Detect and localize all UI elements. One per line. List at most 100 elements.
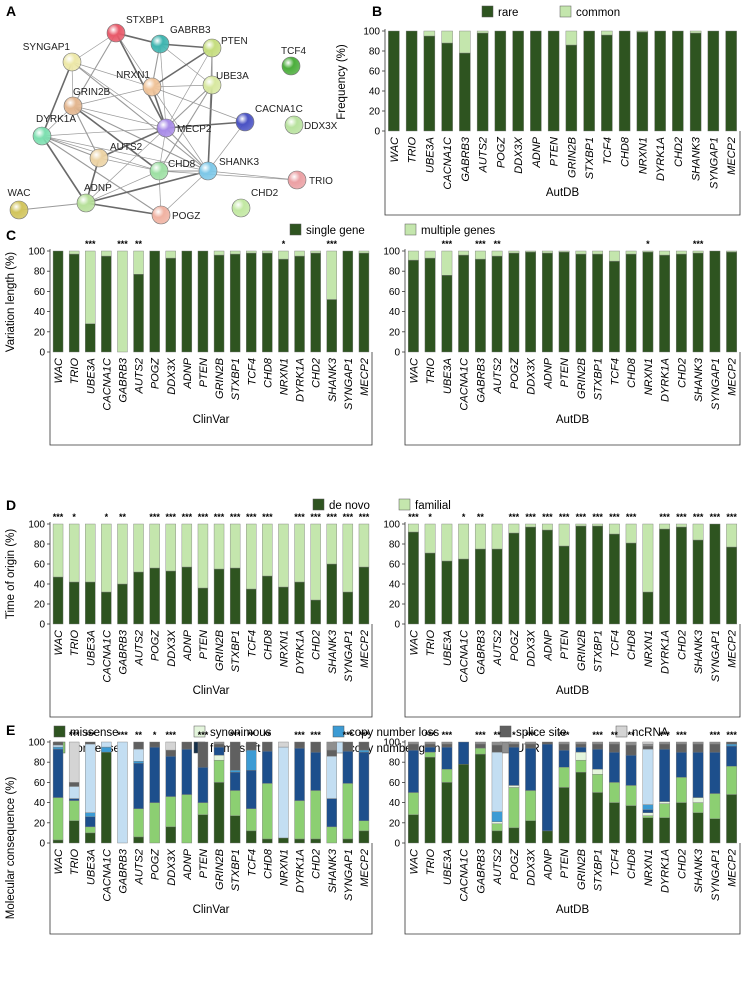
category-label-stxbp1: STXBP1 [584, 137, 596, 179]
bar-syngap1-single-gene [709, 250, 721, 353]
bar-tcf4-UTR [608, 741, 620, 745]
bar-ddx3x-frameshift [525, 747, 537, 791]
bar-shank3-multiple-genes [326, 250, 337, 300]
bar-dyrk1a-missense [294, 838, 305, 844]
bar-dyrk1a-synonimous [659, 801, 671, 804]
category-label-auts2: AUTS2 [492, 358, 504, 394]
network-edge [41, 135, 162, 216]
category-label-syngap1: SYNGAP1 [343, 358, 355, 410]
y-tick-label: 80 [389, 540, 401, 551]
group-bracket [384, 131, 741, 216]
bar-chd2-single-gene [675, 253, 687, 353]
group-bracket [49, 624, 373, 718]
y-tick-label: 20 [34, 600, 46, 611]
bar-gabrb3-multiple-genes [474, 250, 486, 260]
bar-chd8-splice-site [262, 741, 273, 752]
category-label-chd8: CHD8 [626, 848, 638, 879]
network-edge [18, 202, 87, 211]
bar-chd8-nonsense [625, 785, 637, 806]
bar-grin2b-common [565, 30, 578, 46]
group-label-autdb: AutDB [556, 685, 590, 697]
category-label-tcf4: TCF4 [609, 849, 621, 877]
bar-dyrk1a-de-novo [294, 581, 305, 625]
category-label-ddx3x: DDX3X [526, 848, 538, 885]
bar-shank3-familial [326, 523, 337, 565]
y-tick-label: 80 [369, 47, 381, 58]
bar-mecp2-splice-site [358, 741, 370, 751]
bar-pogz-familial [149, 523, 160, 569]
category-label-chd2: CHD2 [311, 630, 323, 660]
bar-nrxn1-single-gene [278, 258, 289, 353]
bar-chd8-missense [625, 805, 637, 844]
significance-chd8: *** [626, 512, 637, 522]
bar-pogz-frameshift [508, 746, 520, 786]
significance-pogz: * [153, 730, 157, 740]
node-chd2 [231, 198, 251, 218]
bar-chd8-frameshift [262, 750, 273, 784]
bar-pten-nonsense [197, 802, 209, 815]
significance-pogz: *** [509, 512, 520, 522]
category-label-grin2b: GRIN2B [576, 630, 588, 671]
category-label-adnp: ADNP [182, 629, 194, 661]
bar-chd8-multiple-genes [625, 250, 637, 255]
bar-pten-UTR [558, 741, 570, 745]
bar-syngap1-single-gene [342, 250, 354, 353]
bar-nrxn1-copy-number-loss [642, 804, 654, 810]
bar-ube3a-copy-number-gain [85, 743, 96, 813]
legend-swatch-6 [499, 725, 512, 738]
category-label-wac: WAC [53, 630, 65, 656]
bar-auts2-familial [133, 523, 144, 573]
network-edge [41, 135, 87, 204]
panel-label-d: D [6, 497, 16, 513]
bar-mecp2-frameshift [358, 751, 370, 821]
bar-pten-de-novo [558, 545, 570, 625]
category-label-ube3a: UBE3A [442, 630, 454, 666]
bar-adnp-rare [530, 30, 542, 132]
significance-stxbp1: *** [230, 730, 241, 740]
category-label-pten: PTEN [198, 358, 210, 387]
bar-wac-frameshift [52, 748, 64, 798]
bar-dyrk1a-UTR [659, 741, 671, 745]
network-edge [85, 127, 167, 204]
y-tick-label: 60 [34, 560, 46, 571]
category-label-adnp: ADNP [542, 357, 554, 389]
bar-dyrk1a-nonsense [294, 800, 305, 840]
bar-chd2-missense [310, 838, 321, 844]
category-label-syngap1: SYNGAP1 [343, 630, 355, 682]
bar-trio-single-gene [68, 253, 80, 353]
bar-cacna1c-frameshift [458, 741, 470, 765]
node-label-chd8: CHD8 [168, 159, 196, 170]
bar-syngap1-UTR [709, 741, 721, 745]
node-ube3a [202, 75, 222, 95]
bar-stxbp1-familial [592, 523, 604, 527]
category-label-cacna1c: CACNA1C [459, 630, 471, 683]
bar-chd8-splice-site [625, 744, 637, 756]
group-clinvar: 0 20 40 60 80 100 *** WAC * TRIO UBE3A * CACNA1C ** GA… [28, 512, 373, 718]
bar-mecp2-single-gene [358, 252, 370, 353]
significance-mecp2: *** [359, 512, 370, 522]
bar-ddx3x-single-gene [525, 251, 537, 353]
category-label-grin2b: GRIN2B [576, 849, 588, 890]
category-label-chd8: CHD8 [626, 357, 638, 388]
bar-pogz-rare [494, 30, 507, 132]
node-label-chd2: CHD2 [251, 188, 279, 199]
bar-syngap1-rare [707, 30, 720, 132]
bar-shank3-frameshift [326, 798, 337, 828]
significance-tcf4: *** [609, 512, 620, 522]
bar-adnp-multiple-genes [541, 250, 553, 254]
significance-nrxn1: * [282, 239, 286, 249]
bar-shank3-nonsense [326, 826, 337, 844]
network-edge [115, 32, 167, 129]
bar-wac-nonsense [52, 797, 64, 841]
significance-gabrb3: *** [475, 730, 486, 740]
y-tick-label: 0 [39, 620, 45, 631]
significance-adnp: *** [542, 512, 553, 522]
bar-ddx3x-de-novo [165, 570, 176, 625]
y-tick-label: 0 [394, 839, 400, 850]
network-edge [151, 86, 246, 123]
chart-b-frequency: rare common Frequency (%) 0 20 40 60 80 100 WAC TR… [336, 5, 741, 216]
category-label-chd8: CHD8 [262, 629, 274, 660]
bar-grin2b-de-novo [213, 568, 225, 625]
bar-ddx3x-multiple-genes [525, 250, 537, 253]
bar-pten-frameshift [558, 749, 570, 768]
